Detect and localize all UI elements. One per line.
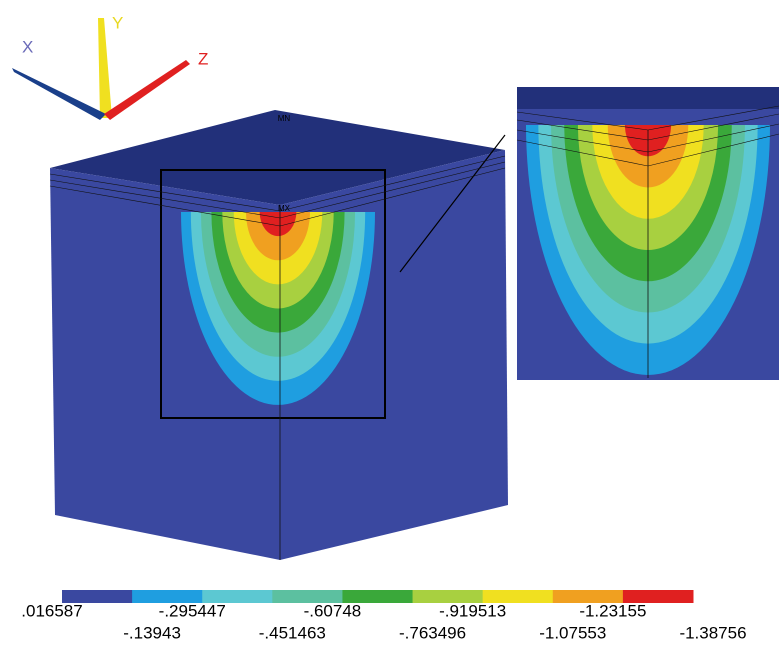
colorbar-segment [132,590,203,603]
legend-label: -.763496 [399,623,466,642]
legend-label: -.295447 [159,601,226,620]
y-axis-arrow [98,18,112,118]
colorbar-segment [412,590,484,603]
legend-label: .016587 [21,601,82,620]
colorbar-segment [622,590,694,603]
colorbar-segment [62,590,133,603]
legend-label: -.451463 [259,623,326,642]
legend-label: -1.07553 [539,623,606,642]
zoom-leader [399,134,506,273]
top-face [50,110,505,205]
z-axis-label: Z [198,49,208,68]
contour-band [259,212,297,237]
model [50,110,508,560]
max-marker: MX [278,204,291,213]
layer-lines [49,155,506,227]
legend-label: -.13943 [123,623,181,642]
colorbar-segment [482,590,554,603]
x-axis-label: X [22,37,33,56]
zoom-inset [517,87,779,380]
inset-top [517,87,779,109]
colorbar-segment [272,590,343,603]
z-axis-arrow [104,60,190,120]
colorbar-segment [342,590,414,603]
colorbar-segment [202,590,273,603]
legend-label: -1.38756 [679,623,746,642]
min-marker: MN [278,114,291,123]
legend-label: -1.23155 [579,601,646,620]
colorbar-segment [552,590,624,603]
legend-label: -.60748 [304,601,362,620]
legend-label: -.919513 [439,601,506,620]
y-axis-label: Y [112,13,123,32]
x-axis-arrow [12,68,106,120]
layer-lines [516,105,779,167]
zoom-box [160,169,386,419]
legend: .016587 -.13943 -.295447 -.451463 -.60748 -.7… [21,590,747,642]
overlay: MN MX [49,105,779,560]
contour-band [246,212,310,261]
axis-triad: X Y Z [12,13,208,120]
